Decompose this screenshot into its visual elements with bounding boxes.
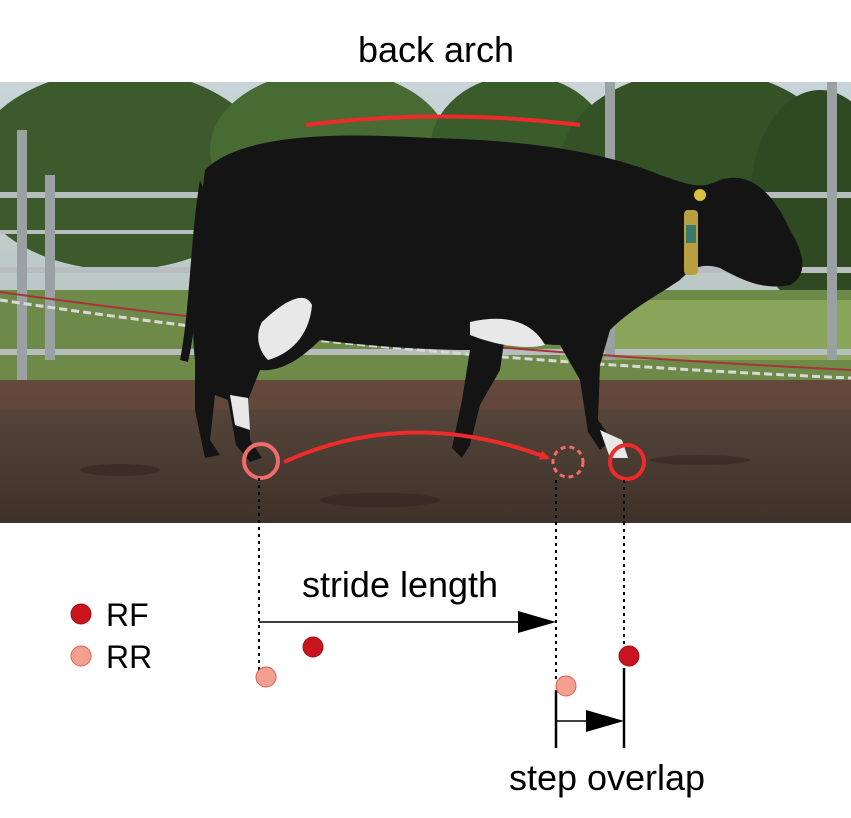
step-overlap-bracket	[554, 668, 626, 748]
rf-footprint-2	[618, 645, 640, 667]
step-overlap-label: step overlap	[509, 757, 705, 798]
rr-hoof-end-marker	[551, 445, 585, 479]
legend-rf-label: RF	[106, 597, 149, 633]
legend-rf-swatch	[70, 603, 92, 625]
rr-footprint-2	[555, 675, 577, 697]
stride-length-arrowhead	[518, 611, 556, 633]
back-arch-label: back arch	[358, 29, 514, 70]
hoof-trajectory-arrow	[283, 430, 550, 464]
cow-markings	[230, 297, 628, 458]
legend-rr-label: RR	[106, 639, 152, 675]
legend-rr-swatch	[70, 645, 92, 667]
rr-hoof-start-marker	[242, 442, 280, 480]
projection-lines	[258, 478, 625, 680]
stride-length-label: stride length	[302, 564, 498, 605]
rf-footprint-1	[302, 636, 324, 658]
rf-hoof-marker	[608, 443, 646, 481]
step-overlap-arrowhead	[586, 710, 624, 732]
back-arch-line	[305, 114, 581, 127]
legend: RF RR	[70, 597, 152, 675]
cow	[180, 135, 803, 462]
rr-footprint-1	[255, 666, 277, 688]
cow-photo	[0, 82, 851, 523]
